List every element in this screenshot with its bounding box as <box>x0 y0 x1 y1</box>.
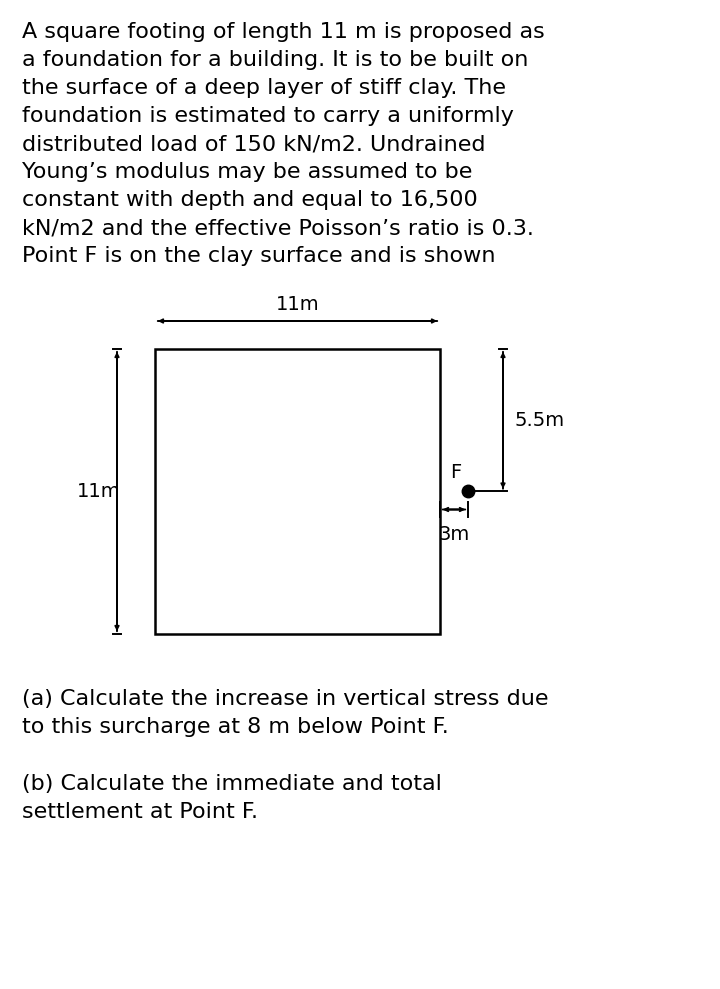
Text: (b) Calculate the immediate and total
settlement at Point F.: (b) Calculate the immediate and total se… <box>22 774 442 822</box>
Text: F: F <box>451 463 462 482</box>
Text: A square footing of length 11 m is proposed as
a foundation for a building. It i: A square footing of length 11 m is propo… <box>22 22 545 266</box>
Text: 11m: 11m <box>77 482 121 501</box>
Bar <box>155 349 440 634</box>
Text: (a) Calculate the increase in vertical stress due
to this surcharge at 8 m below: (a) Calculate the increase in vertical s… <box>22 689 549 737</box>
Text: 3m: 3m <box>438 524 469 544</box>
Text: 5.5m: 5.5m <box>515 410 565 430</box>
Text: 11m: 11m <box>276 295 319 314</box>
